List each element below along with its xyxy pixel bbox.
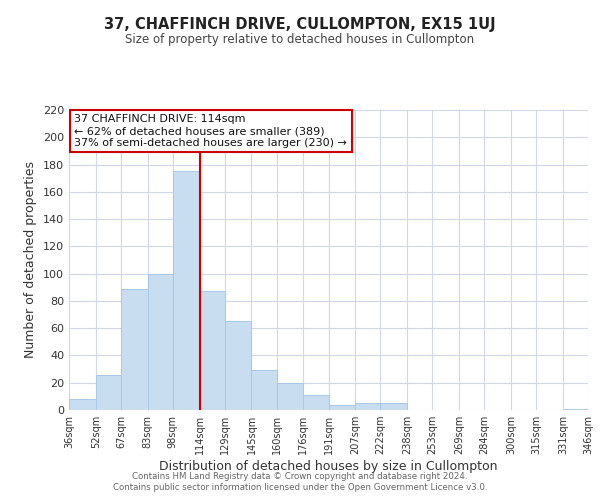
Text: 37, CHAFFINCH DRIVE, CULLOMPTON, EX15 1UJ: 37, CHAFFINCH DRIVE, CULLOMPTON, EX15 1U… xyxy=(104,18,496,32)
Bar xyxy=(96,374,121,410)
Text: 37 CHAFFINCH DRIVE: 114sqm
← 62% of detached houses are smaller (389)
37% of sem: 37 CHAFFINCH DRIVE: 114sqm ← 62% of deta… xyxy=(74,114,347,148)
Bar xyxy=(355,403,380,410)
Bar xyxy=(121,288,148,410)
Bar xyxy=(200,292,224,410)
Bar xyxy=(224,322,251,410)
X-axis label: Distribution of detached houses by size in Cullompton: Distribution of detached houses by size … xyxy=(159,460,498,473)
Text: Contains public sector information licensed under the Open Government Licence v3: Contains public sector information licen… xyxy=(113,484,487,492)
Bar xyxy=(563,408,588,410)
Bar xyxy=(277,382,304,410)
Bar xyxy=(329,404,355,410)
Y-axis label: Number of detached properties: Number of detached properties xyxy=(25,162,37,358)
Text: Size of property relative to detached houses in Cullompton: Size of property relative to detached ho… xyxy=(125,32,475,46)
Bar xyxy=(69,399,96,410)
Bar xyxy=(148,274,173,410)
Bar xyxy=(380,403,407,410)
Bar xyxy=(304,395,329,410)
Bar xyxy=(251,370,277,410)
Bar xyxy=(173,172,200,410)
Text: Contains HM Land Registry data © Crown copyright and database right 2024.: Contains HM Land Registry data © Crown c… xyxy=(132,472,468,481)
